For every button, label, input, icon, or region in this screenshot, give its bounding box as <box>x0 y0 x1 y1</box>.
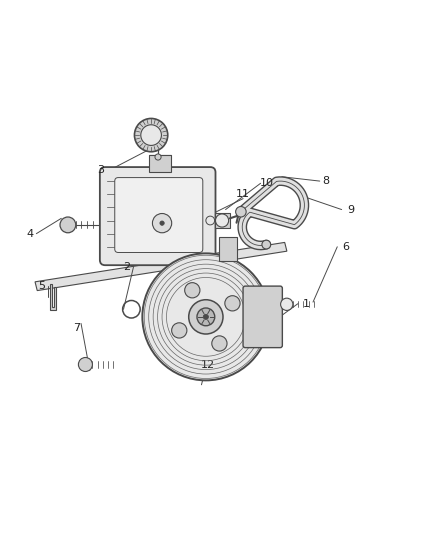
Circle shape <box>60 217 76 233</box>
FancyBboxPatch shape <box>243 286 283 348</box>
Text: 9: 9 <box>347 205 354 215</box>
Text: 10: 10 <box>260 178 274 188</box>
Circle shape <box>262 240 271 249</box>
Polygon shape <box>35 243 287 290</box>
Text: 7: 7 <box>73 323 80 333</box>
Circle shape <box>152 214 172 233</box>
Circle shape <box>172 323 187 338</box>
Text: 12: 12 <box>201 360 215 370</box>
Text: 8: 8 <box>323 176 330 186</box>
Text: 3: 3 <box>97 165 104 175</box>
Circle shape <box>155 154 161 160</box>
Circle shape <box>212 336 227 351</box>
Text: 5: 5 <box>38 281 45 291</box>
Text: 6: 6 <box>343 242 350 252</box>
Text: 2: 2 <box>124 262 131 271</box>
Bar <box>149 155 171 172</box>
Circle shape <box>225 296 240 311</box>
Text: 11: 11 <box>236 189 250 199</box>
FancyBboxPatch shape <box>115 177 203 253</box>
Circle shape <box>215 214 229 227</box>
Circle shape <box>160 221 164 225</box>
Bar <box>219 237 237 261</box>
Circle shape <box>134 118 168 152</box>
Circle shape <box>189 300 223 334</box>
FancyBboxPatch shape <box>100 167 215 265</box>
Circle shape <box>281 298 293 310</box>
Circle shape <box>142 253 269 381</box>
Circle shape <box>78 358 92 372</box>
Circle shape <box>236 206 246 217</box>
Polygon shape <box>50 284 56 310</box>
Text: 1: 1 <box>303 298 310 309</box>
Circle shape <box>203 314 208 319</box>
Circle shape <box>197 308 215 326</box>
Bar <box>215 213 230 229</box>
Text: 4: 4 <box>26 229 33 239</box>
Circle shape <box>141 125 162 146</box>
Circle shape <box>185 282 200 298</box>
